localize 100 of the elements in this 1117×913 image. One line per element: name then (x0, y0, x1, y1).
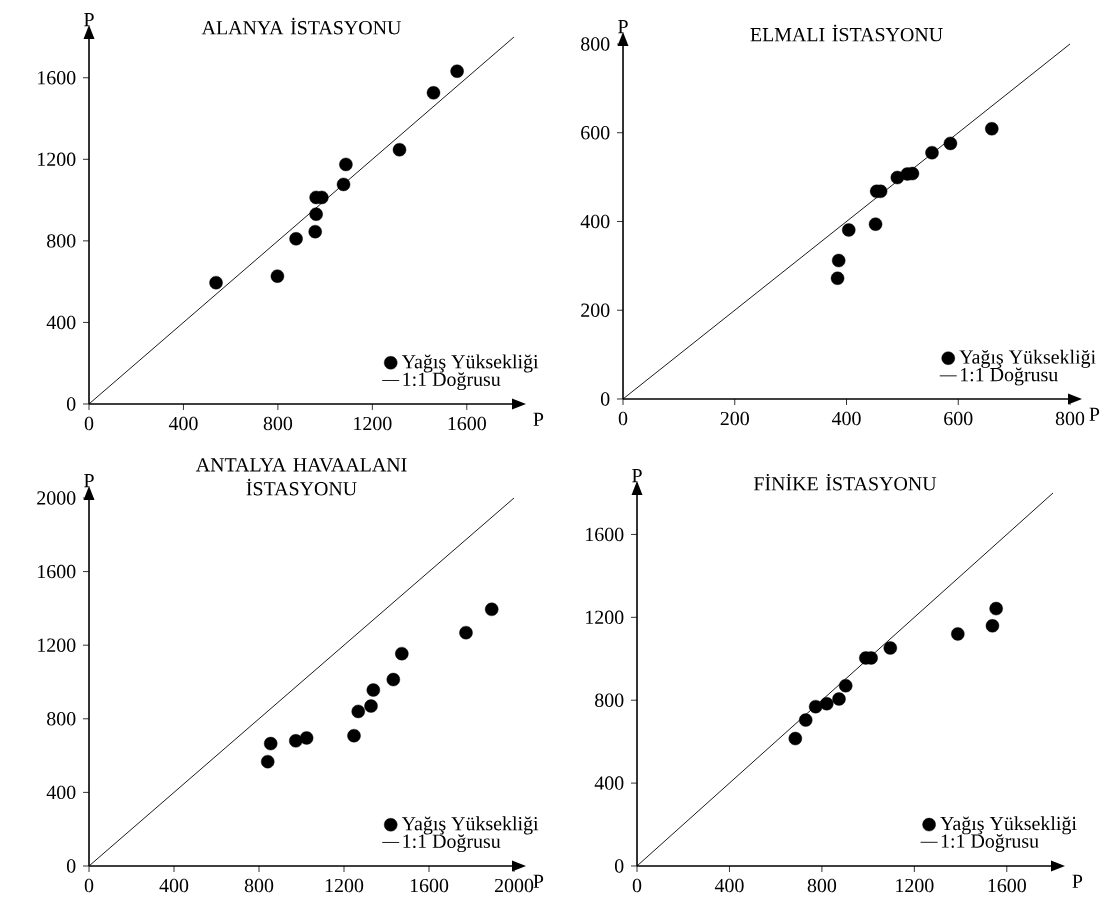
y-tick-label: 800 (581, 37, 610, 51)
point (347, 729, 361, 743)
point (309, 207, 323, 221)
point (392, 143, 407, 157)
y-tick-label: 1200 (38, 638, 76, 652)
y-tick-label: 0 (600, 392, 610, 406)
x-tick-label: 800 (244, 878, 274, 893)
y-tick-label: 800 (47, 712, 76, 726)
point (450, 64, 464, 78)
x-tick-label: 400 (831, 411, 861, 426)
point (883, 641, 898, 655)
chart-title: ANTALYA HAVAALANI İSTASYONU (195, 458, 407, 496)
point (308, 225, 322, 239)
x-tick-label: 200 (720, 411, 749, 426)
point (395, 646, 409, 661)
x-tick-label: 1600 (448, 416, 486, 431)
x-tick-label: 800 (1055, 411, 1085, 426)
y-tick-label: 800 (47, 234, 76, 248)
point (788, 731, 803, 746)
point (820, 697, 834, 711)
point (830, 271, 845, 285)
y-tick-label: 0 (66, 397, 76, 411)
y-tick-label: 400 (580, 214, 610, 229)
point (925, 146, 939, 160)
x-tick-label: 800 (807, 878, 837, 893)
legend-label: 1:1 Doğrusu (960, 367, 1058, 386)
x-tick-label: 1200 (325, 878, 364, 893)
chart-title: ELMALI İSTASYONU (750, 24, 943, 42)
point (985, 122, 999, 136)
x-tick-label: 1200 (896, 878, 934, 893)
x-tick-label: 400 (168, 416, 198, 431)
point (336, 177, 351, 192)
y-tick-label: 0 (614, 859, 624, 873)
point (209, 275, 223, 290)
legend-label: 1:1 Doğrusu (941, 834, 1039, 852)
y-axis-title: P (84, 474, 94, 488)
point (459, 625, 473, 640)
point (943, 136, 958, 151)
point (366, 683, 381, 697)
point (831, 253, 846, 268)
x-tick-label: 400 (714, 878, 744, 893)
legend-label: 1:1 Doğrusu (403, 372, 501, 391)
point (289, 734, 303, 748)
x-tick-label: 2000 (494, 878, 534, 893)
point (289, 232, 303, 246)
point (839, 679, 853, 693)
x-tick-label: 0 (84, 416, 94, 431)
y-tick-label: 1200 (586, 610, 624, 625)
y-tick-label: 1600 (38, 564, 76, 579)
point (808, 699, 823, 714)
y-tick-label: 600 (581, 126, 610, 140)
y-tick-label: 200 (581, 303, 610, 317)
y-tick-label: 1600 (38, 71, 76, 85)
y-tick-label: 400 (46, 315, 76, 330)
x-axis-title: P (533, 874, 544, 888)
point (985, 619, 1000, 633)
point (264, 736, 278, 751)
y-tick-label: 2000 (37, 491, 76, 505)
x-tick-label: 600 (944, 411, 973, 426)
y-axis-title: P (618, 20, 628, 34)
x-tick-label: 0 (84, 878, 94, 893)
point (339, 157, 353, 172)
point (832, 692, 846, 706)
point (799, 713, 813, 727)
point (426, 86, 441, 100)
point (951, 627, 965, 641)
point (261, 754, 275, 769)
point (868, 217, 883, 231)
y-axis-title: P (632, 469, 642, 483)
legend-label: Yağış Yüksekliği (959, 349, 1096, 368)
point (989, 601, 1003, 616)
x-tick-label: 800 (263, 416, 293, 431)
x-tick-label: 0 (632, 878, 642, 893)
chart-title: ALANYA İSTASYONU (201, 17, 402, 35)
point (299, 731, 314, 745)
y-tick-label: 0 (66, 859, 76, 873)
y-tick-label: 1200 (38, 152, 76, 167)
y-tick-label: 400 (46, 785, 76, 800)
point (386, 672, 401, 687)
x-tick-label: 1200 (354, 416, 392, 431)
x-axis-title: P (1072, 874, 1083, 888)
point (270, 269, 285, 283)
y-tick-label: 1600 (586, 527, 624, 542)
y-tick-label: 400 (594, 776, 624, 790)
point (351, 704, 365, 719)
legend-label: Yağış Yüksekliği (401, 816, 539, 835)
point (364, 699, 378, 713)
x-axis-title: P (1089, 407, 1100, 421)
y-tick-label: 800 (595, 693, 624, 707)
y-axis-title: P (84, 13, 94, 27)
legend-label: 1:1 Doğrusu (403, 834, 501, 853)
point (842, 223, 856, 237)
chart-title: FİNİKE İSTASYONU (753, 473, 937, 491)
legend-label: Yağış Yüksekliği (940, 816, 1077, 835)
x-axis-title: P (533, 412, 544, 426)
x-tick-label: 1600 (988, 878, 1026, 893)
legend-label: Yağış Yüksekliği (401, 354, 539, 373)
point (485, 602, 499, 616)
x-tick-label: 1600 (410, 878, 449, 893)
x-tick-label: 400 (159, 878, 189, 893)
